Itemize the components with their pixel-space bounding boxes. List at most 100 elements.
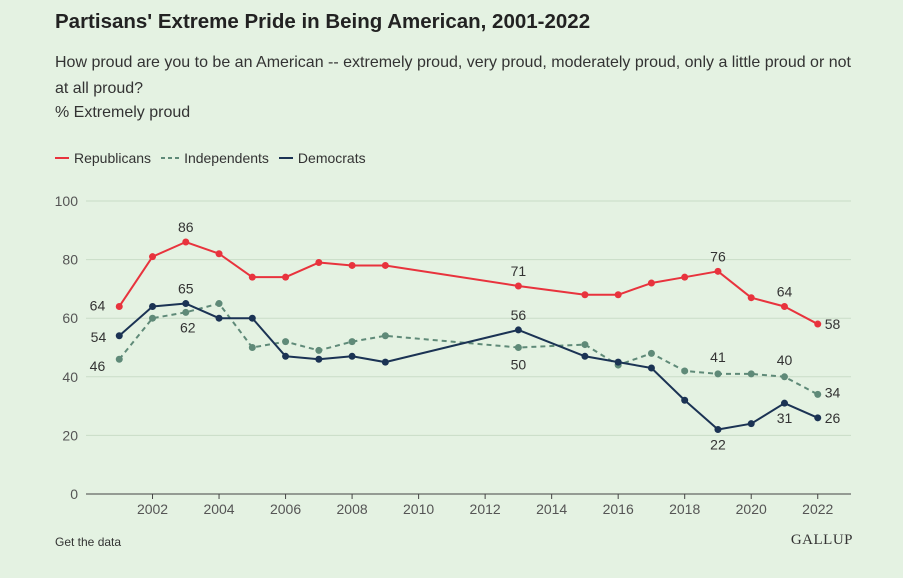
data-point-democrats xyxy=(581,352,589,360)
data-point-independents xyxy=(581,341,589,349)
data-point-independents xyxy=(215,300,223,308)
x-tick-label: 2002 xyxy=(137,501,168,517)
x-tick-label: 2008 xyxy=(337,501,368,517)
data-label-independents: 62 xyxy=(180,319,196,335)
gallup-logo: GALLUP xyxy=(790,532,853,548)
data-point-democrats xyxy=(614,358,622,366)
legend-label: Democrats xyxy=(297,150,366,166)
get-the-data-link[interactable]: Get the data xyxy=(55,535,122,549)
data-point-democrats xyxy=(315,355,323,363)
data-point-democrats xyxy=(381,358,389,366)
data-point-independents xyxy=(681,367,689,375)
data-point-republicans xyxy=(780,302,788,310)
data-point-independents xyxy=(282,338,290,346)
legend-item-republicans[interactable]: Republicans xyxy=(55,150,151,166)
data-point-democrats xyxy=(248,314,256,322)
data-point-republicans xyxy=(348,261,356,269)
data-point-democrats xyxy=(215,314,223,322)
legend-swatch-republicans xyxy=(55,157,69,159)
chart-subtitle: How proud are you to be an American -- e… xyxy=(55,54,851,97)
y-tick-label: 20 xyxy=(62,427,78,443)
data-point-democrats xyxy=(282,352,290,360)
data-label-independents: 50 xyxy=(511,357,527,373)
data-point-independents xyxy=(814,390,822,398)
data-label-republicans: 64 xyxy=(90,297,106,313)
legend: Republicans Independents Democrats xyxy=(55,150,376,166)
data-point-republicans xyxy=(115,302,123,310)
data-point-independents xyxy=(115,355,123,363)
data-point-republicans xyxy=(282,273,290,281)
data-point-independents xyxy=(647,349,655,357)
series-line-democrats xyxy=(118,302,819,431)
data-point-independents xyxy=(381,332,389,340)
data-point-democrats xyxy=(514,326,522,334)
data-point-republicans xyxy=(215,250,223,258)
data-point-democrats xyxy=(780,399,788,407)
unit-label: % Extremely proud xyxy=(55,104,191,121)
data-point-independents xyxy=(248,344,256,351)
data-point-republicans xyxy=(182,238,190,246)
data-label-democrats: 26 xyxy=(825,410,841,426)
data-point-independents xyxy=(315,346,323,354)
data-point-republicans xyxy=(149,253,157,261)
data-point-independents xyxy=(149,314,157,322)
x-tick-label: 2022 xyxy=(802,501,833,517)
data-point-democrats xyxy=(115,332,123,340)
data-point-republicans xyxy=(514,282,522,290)
data-label-democrats: 31 xyxy=(777,410,793,426)
data-point-republicans xyxy=(315,259,323,267)
data-label-independents: 41 xyxy=(710,349,726,365)
data-point-independents xyxy=(747,370,755,378)
x-tick-label: 2010 xyxy=(403,501,434,517)
x-tick-label: 2014 xyxy=(536,501,567,517)
data-point-democrats xyxy=(348,352,356,360)
data-point-republicans xyxy=(647,279,655,287)
x-tick-label: 2012 xyxy=(470,501,501,517)
data-label-democrats: 22 xyxy=(710,437,726,453)
data-label-republicans: 86 xyxy=(178,219,194,235)
data-label-republicans: 71 xyxy=(511,263,527,279)
data-point-independents xyxy=(348,338,356,346)
data-label-independents: 46 xyxy=(90,358,106,374)
x-tick-label: 2004 xyxy=(203,501,234,517)
data-label-republicans: 64 xyxy=(777,283,793,299)
legend-label: Republicans xyxy=(74,150,152,166)
x-tick-label: 2006 xyxy=(270,501,301,517)
data-label-republicans: 76 xyxy=(710,248,726,264)
data-label-democrats: 56 xyxy=(511,307,527,323)
y-tick-label: 0 xyxy=(70,486,78,502)
data-point-republicans xyxy=(714,267,722,275)
legend-swatch-independents xyxy=(161,157,180,159)
data-point-independents xyxy=(514,344,522,351)
data-point-democrats xyxy=(149,302,157,310)
legend-item-democrats[interactable]: Democrats xyxy=(278,150,366,166)
y-tick-label: 100 xyxy=(55,193,79,209)
data-point-democrats xyxy=(681,396,689,404)
y-tick-label: 40 xyxy=(62,369,78,385)
data-label-republicans: 58 xyxy=(825,316,841,332)
data-point-democrats xyxy=(182,300,190,308)
series-line-independents xyxy=(118,302,819,396)
legend-item-independents[interactable]: Independents xyxy=(161,150,269,166)
legend-swatch-democrats xyxy=(278,157,293,159)
data-label-independents: 40 xyxy=(777,352,793,368)
data-point-independents xyxy=(182,308,190,316)
data-point-republicans xyxy=(814,320,822,328)
data-point-democrats xyxy=(814,414,822,422)
data-point-republicans xyxy=(381,261,389,269)
x-tick-label: 2016 xyxy=(603,501,634,517)
series-line-republicans xyxy=(118,241,819,325)
y-tick-label: 60 xyxy=(62,310,78,326)
legend-label: Independents xyxy=(184,150,269,166)
data-point-republicans xyxy=(581,291,589,299)
data-point-democrats xyxy=(747,420,755,428)
data-point-republicans xyxy=(747,294,755,302)
data-point-independents xyxy=(780,373,788,381)
data-point-republicans xyxy=(681,273,689,281)
data-point-republicans xyxy=(614,291,622,299)
x-tick-label: 2020 xyxy=(736,501,767,517)
y-tick-label: 80 xyxy=(62,252,78,268)
chart-title: Partisans' Extreme Pride in Being Americ… xyxy=(55,10,591,33)
data-point-independents xyxy=(714,370,722,378)
